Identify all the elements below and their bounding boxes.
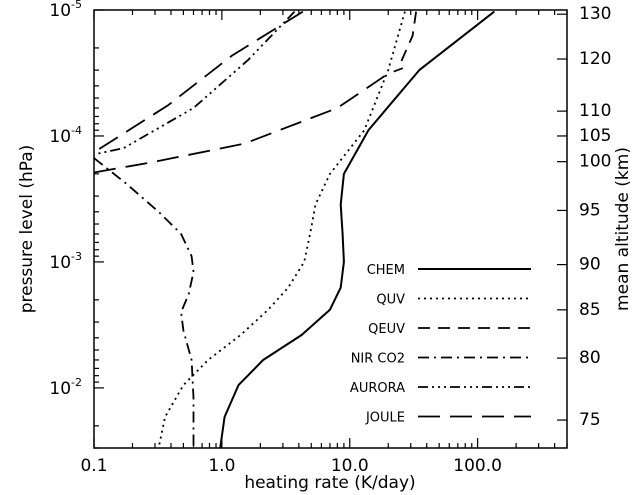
series-line-joule-lower-6 (93, 67, 404, 174)
altitude-tick-label: 85 (579, 300, 601, 320)
y-tick-label: 10-3 (49, 250, 82, 273)
altitude-tick-label: 100 (579, 152, 611, 172)
x-axis-title: heating rate (K/day) (244, 473, 415, 493)
altitude-tick-label: 90 (579, 255, 601, 275)
x-tick-label: 0.1 (80, 456, 107, 476)
legend-label-aurora: AURORA (350, 381, 405, 396)
y-tick-label: 10-4 (49, 124, 82, 147)
y-axis-right: 130 120 110 105 100 95 90 85 80 75 (557, 4, 611, 430)
y-tick-label: 10-5 (49, 0, 82, 21)
altitude-tick-label: 110 (579, 101, 611, 121)
legend-label-joule: JOULE (365, 411, 405, 426)
legend-label-qeuv: QEUV (368, 322, 405, 337)
series-line-nir-co2 (93, 157, 195, 448)
altitude-tick-label: 130 (579, 4, 611, 24)
altitude-tick-label: 105 (579, 126, 611, 146)
y-axis-left: 10-5 10-4 10-3 10-2 (49, 0, 104, 449)
y2-axis-title: mean altitude (km) (613, 147, 633, 311)
x-tick-label: 1.0 (208, 456, 235, 476)
series-line-joule (93, 10, 304, 154)
legend: CHEM QUV QEUV NIR CO2 AURORA JOULE (350, 263, 531, 426)
x-tick-label: 10.0 (331, 456, 369, 476)
altitude-tick-label: 95 (579, 200, 601, 220)
altitude-tick-label: 80 (579, 348, 601, 368)
series-line-qeuv (397, 11, 417, 69)
legend-label-chem: CHEM (367, 263, 405, 278)
legend-label-quv: QUV (376, 293, 405, 308)
plot-frame (93, 9, 568, 449)
altitude-tick-label: 75 (579, 410, 601, 430)
y-axis-title: pressure level (hPa) (17, 145, 37, 314)
series-line-quv (157, 11, 406, 449)
x-tick-label: 100.0 (453, 456, 502, 476)
altitude-tick-label: 120 (579, 49, 611, 69)
x-axis: 0.1 1.0 10.0 100.0 (80, 10, 568, 476)
curves-layer (93, 10, 495, 449)
series-line-aurora (93, 10, 296, 156)
legend-label-nir-co2: NIR CO2 (351, 352, 405, 367)
series-line-chem (219, 10, 495, 449)
y-tick-label: 10-2 (49, 376, 82, 399)
